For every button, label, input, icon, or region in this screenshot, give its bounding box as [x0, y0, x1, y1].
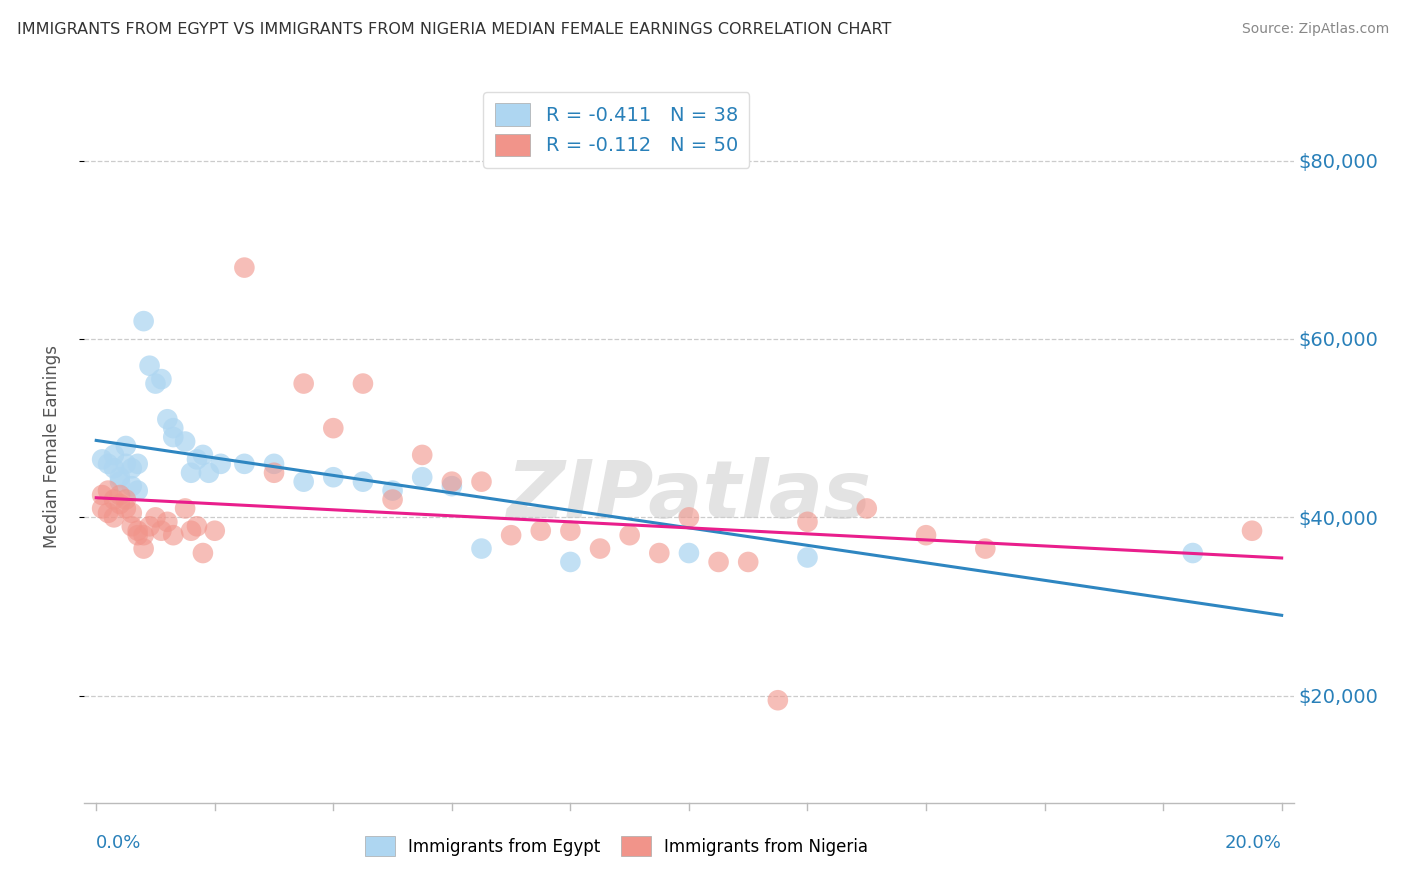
Point	[322, 470, 344, 484]
Point	[766, 693, 789, 707]
Point	[180, 524, 202, 538]
Point	[678, 510, 700, 524]
Point	[97, 506, 120, 520]
Point	[589, 541, 612, 556]
Point	[138, 359, 160, 373]
Point	[737, 555, 759, 569]
Text: 0.0%: 0.0%	[96, 834, 142, 852]
Point	[103, 492, 125, 507]
Point	[121, 479, 143, 493]
Point	[381, 492, 404, 507]
Point	[648, 546, 671, 560]
Point	[132, 314, 155, 328]
Point	[322, 421, 344, 435]
Point	[162, 430, 184, 444]
Point	[115, 492, 138, 507]
Point	[796, 515, 818, 529]
Point	[103, 510, 125, 524]
Text: IMMIGRANTS FROM EGYPT VS IMMIGRANTS FROM NIGERIA MEDIAN FEMALE EARNINGS CORRELAT: IMMIGRANTS FROM EGYPT VS IMMIGRANTS FROM…	[17, 22, 891, 37]
Point	[108, 497, 131, 511]
Point	[127, 524, 149, 538]
Point	[411, 470, 433, 484]
Point	[381, 483, 404, 498]
Point	[470, 541, 492, 556]
Point	[145, 376, 167, 391]
Point	[162, 421, 184, 435]
Point	[121, 461, 143, 475]
Point	[91, 452, 114, 467]
Point	[91, 488, 114, 502]
Point	[121, 506, 143, 520]
Point	[115, 457, 138, 471]
Point	[191, 546, 214, 560]
Point	[530, 524, 553, 538]
Point	[97, 457, 120, 471]
Point	[138, 519, 160, 533]
Point	[233, 260, 256, 275]
Point	[150, 524, 173, 538]
Point	[470, 475, 492, 489]
Point	[352, 376, 374, 391]
Point	[186, 519, 208, 533]
Text: ZIPatlas: ZIPatlas	[506, 457, 872, 535]
Point	[974, 541, 997, 556]
Point	[198, 466, 221, 480]
Point	[915, 528, 938, 542]
Point	[411, 448, 433, 462]
Point	[108, 488, 131, 502]
Point	[186, 452, 208, 467]
Point	[174, 501, 197, 516]
Point	[91, 501, 114, 516]
Point	[209, 457, 232, 471]
Point	[162, 528, 184, 542]
Point	[156, 515, 179, 529]
Point	[352, 475, 374, 489]
Point	[440, 479, 463, 493]
Point	[121, 519, 143, 533]
Point	[855, 501, 877, 516]
Point	[796, 550, 818, 565]
Point	[440, 475, 463, 489]
Point	[115, 439, 138, 453]
Point	[156, 412, 179, 426]
Point	[204, 524, 226, 538]
Point	[180, 466, 202, 480]
Point	[127, 457, 149, 471]
Point	[127, 483, 149, 498]
Point	[619, 528, 641, 542]
Text: Source: ZipAtlas.com: Source: ZipAtlas.com	[1241, 22, 1389, 37]
Point	[150, 372, 173, 386]
Point	[1240, 524, 1263, 538]
Point	[108, 475, 131, 489]
Point	[97, 483, 120, 498]
Legend: Immigrants from Egypt, Immigrants from Nigeria: Immigrants from Egypt, Immigrants from N…	[359, 830, 875, 863]
Point	[292, 376, 315, 391]
Point	[707, 555, 730, 569]
Point	[127, 528, 149, 542]
Point	[145, 510, 167, 524]
Point	[560, 555, 582, 569]
Point	[560, 524, 582, 538]
Point	[132, 541, 155, 556]
Point	[103, 448, 125, 462]
Text: 20.0%: 20.0%	[1225, 834, 1282, 852]
Point	[108, 470, 131, 484]
Point	[263, 466, 285, 480]
Point	[132, 528, 155, 542]
Point	[1181, 546, 1204, 560]
Point	[263, 457, 285, 471]
Point	[191, 448, 214, 462]
Point	[292, 475, 315, 489]
Point	[678, 546, 700, 560]
Y-axis label: Median Female Earnings: Median Female Earnings	[42, 344, 60, 548]
Point	[174, 434, 197, 449]
Point	[501, 528, 523, 542]
Point	[233, 457, 256, 471]
Point	[103, 461, 125, 475]
Point	[115, 501, 138, 516]
